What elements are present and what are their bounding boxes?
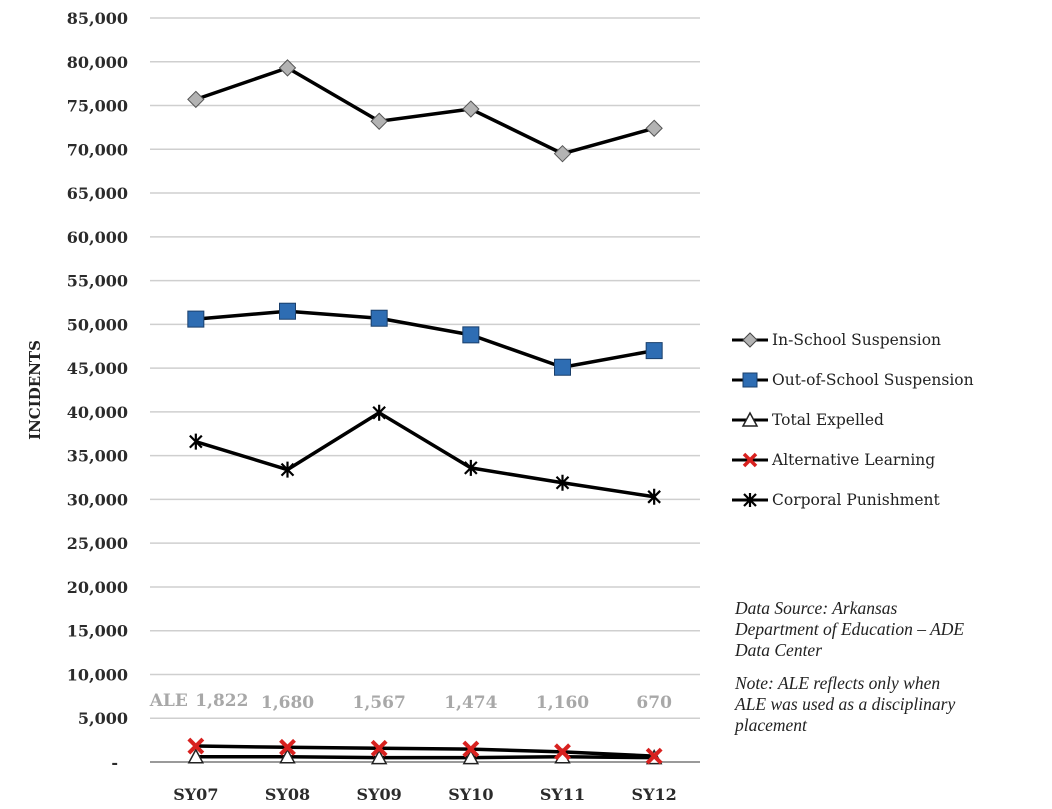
legend-item-total-expelled: Total Expelled [728, 400, 1048, 440]
series-line [195, 744, 655, 758]
data-point [279, 302, 296, 320]
series-line [195, 411, 655, 499]
asterisk-marker-icon [732, 493, 768, 507]
data-point [370, 309, 388, 327]
data-point [370, 739, 388, 757]
y-tick-label: 25,000 [67, 534, 128, 553]
y-axis-label: INCIDENTS [26, 340, 44, 440]
legend-item-in-school-suspension: In-School Suspension [728, 320, 1048, 360]
data-point [554, 743, 571, 761]
data-point [370, 749, 388, 765]
y-tick-label: 40,000 [67, 403, 128, 422]
data-point [464, 459, 478, 476]
y-tick-label: 75,000 [67, 97, 128, 116]
y-tick-label: 80,000 [67, 53, 128, 72]
y-tick-label: 10,000 [67, 665, 128, 684]
ale-data-label: 1,680 [261, 693, 314, 713]
data-point [279, 748, 296, 764]
x-marker-icon [732, 452, 768, 468]
data-point [279, 738, 296, 756]
y-tick-label: 5,000 [78, 709, 128, 728]
data-point [187, 748, 205, 764]
data-point [647, 488, 661, 505]
legend-item-out-of-school-suspension: Out-of-School Suspension [728, 360, 1048, 400]
x-tick-label: SY09 [357, 785, 402, 804]
y-tick-label: 50,000 [67, 315, 128, 334]
data-point [462, 100, 480, 118]
ale-data-label: 1,474 [444, 693, 497, 713]
y-tick-label: 60,000 [67, 228, 128, 247]
data-point [370, 112, 388, 130]
y-tick-label: - [111, 753, 118, 772]
data-point [462, 740, 480, 758]
ale-data-label: 1,160 [536, 693, 589, 713]
ale-note: Note: ALE reflects only when ALE was use… [735, 673, 956, 735]
y-tick-label: 45,000 [67, 359, 128, 378]
y-tick-label: 35,000 [67, 447, 128, 466]
data-point [189, 433, 203, 450]
y-tick-label: 30,000 [67, 490, 128, 509]
data-source-note: Data Source: Arkansas Department of Educ… [735, 598, 965, 660]
data-point [280, 461, 295, 478]
legend-label: Out-of-School Suspension [772, 371, 974, 389]
data-point [278, 59, 297, 77]
series-line [195, 66, 655, 156]
data-point [645, 119, 663, 137]
data-point [554, 358, 571, 376]
data-point [645, 747, 663, 765]
data-point [553, 144, 572, 163]
x-tick-label: SY12 [632, 785, 677, 804]
diamond-marker-icon [732, 332, 768, 348]
data-point [187, 90, 205, 109]
ale-prefix-label: ALE [149, 691, 188, 711]
y-tick-label: 65,000 [67, 184, 128, 203]
legend-label: Alternative Learning [772, 451, 936, 469]
y-tick-label: 20,000 [67, 578, 128, 597]
legend-label: In-School Suspension [772, 331, 942, 349]
series-line [195, 754, 655, 760]
legend-label: Total Expelled [772, 411, 884, 429]
x-tick-label: SY07 [173, 785, 218, 804]
data-point [555, 474, 570, 491]
x-tick-label: SY11 [540, 785, 585, 804]
x-tick-label: SY10 [448, 785, 493, 804]
data-point [462, 326, 480, 344]
data-point [645, 342, 663, 360]
legend-item-alternative-learning: Alternative Learning [728, 440, 1048, 480]
ale-data-label: 670 [636, 693, 672, 713]
series-line [195, 309, 655, 369]
square-marker-icon [732, 372, 768, 388]
x-tick-label: SY08 [265, 785, 310, 804]
data-point [187, 310, 205, 328]
data-point [462, 749, 480, 765]
y-tick-label: 55,000 [67, 272, 128, 291]
legend-label: Corporal Punishment [772, 491, 940, 509]
data-point [187, 737, 205, 755]
line-chart: - 5,000 10,000 15,000 20,000 25,000 30,000 35,0… [26, 9, 700, 804]
triangle-marker-icon [732, 411, 768, 427]
y-tick-label: 85,000 [67, 9, 128, 28]
y-tick-label: 15,000 [67, 622, 128, 641]
y-tick-label: 70,000 [67, 140, 128, 159]
legend: In-School Suspension Out-of-School Suspe… [728, 320, 1048, 520]
legend-item-corporal-punishment: Corporal Punishment [728, 480, 1048, 520]
notes: Data Source: Arkansas Department of Educ… [735, 598, 975, 748]
ale-data-label: 1,567 [353, 693, 406, 713]
data-point [372, 404, 386, 421]
ale-data-label: 1,822 [195, 691, 248, 711]
